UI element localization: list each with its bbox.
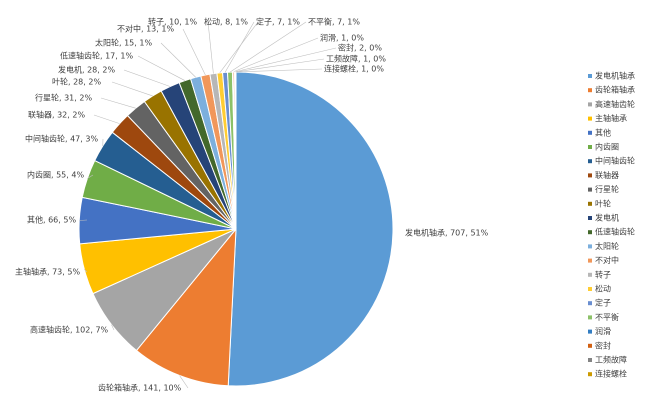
leader-line — [234, 58, 325, 73]
legend-label: 联轴器 — [595, 170, 619, 180]
legend-label: 松动 — [595, 284, 611, 294]
legend-label: 叶轮 — [595, 198, 611, 208]
legend-marker — [588, 287, 592, 291]
data-label: 工频故障, 1, 0% — [326, 54, 386, 64]
legend-label: 低速轴齿轮 — [595, 227, 635, 237]
data-label: 密封, 2, 0% — [338, 43, 382, 53]
leader-line — [123, 69, 171, 87]
leader-line — [137, 55, 186, 81]
data-label: 不平衡, 7, 1% — [308, 17, 360, 27]
legend-label: 行星轮 — [595, 184, 619, 194]
pie-slice — [234, 71, 237, 230]
leader-line — [235, 68, 323, 73]
data-label: 其他, 66, 5% — [27, 215, 76, 225]
legend-marker — [588, 315, 592, 320]
legend-marker — [588, 88, 592, 93]
legend-label: 发电机轴承 — [595, 71, 635, 81]
data-label: 连接螺栓, 1, 0% — [324, 64, 384, 74]
legend-label: 工频故障 — [595, 355, 627, 365]
legend-marker — [588, 258, 592, 263]
legend-label: 密封 — [595, 340, 611, 350]
legend-label: 定子 — [595, 298, 611, 308]
data-label: 主轴轴承, 73, 5% — [15, 267, 80, 277]
legend-marker — [588, 372, 592, 377]
legend-label: 不对中 — [595, 255, 619, 265]
leader-line — [232, 37, 319, 73]
legend-marker — [588, 74, 592, 78]
legend-label: 不平衡 — [595, 312, 619, 322]
data-label: 低速轴齿轮, 17, 1% — [60, 51, 133, 61]
leader-line — [93, 114, 120, 124]
leader-line — [111, 324, 115, 331]
legend-marker — [588, 116, 592, 121]
data-label: 太阳轮, 15, 1% — [95, 38, 152, 48]
legend-marker — [588, 244, 592, 249]
leader-line — [179, 375, 189, 389]
leader-line — [79, 219, 88, 221]
legend-marker — [588, 187, 592, 192]
legend-marker — [588, 230, 592, 235]
data-label: 定子, 7, 1% — [256, 17, 300, 27]
data-label: 松动, 8, 1% — [204, 17, 248, 27]
data-label: 转子, 10, 1% — [148, 17, 197, 27]
legend-marker — [588, 102, 592, 107]
data-label: 齿轮箱轴承, 141, 10% — [98, 383, 182, 393]
leader-line — [229, 21, 307, 73]
data-label: 发电机, 28, 2% — [58, 65, 115, 75]
legend-label: 内齿圈 — [595, 142, 619, 152]
data-label: 联轴器, 32, 2% — [28, 110, 85, 120]
leader-line — [87, 174, 94, 179]
leader-line — [233, 47, 337, 73]
leader-line — [219, 21, 259, 74]
pie-slice — [227, 71, 394, 387]
legend-marker — [588, 145, 592, 149]
legend-label: 高速轴齿轮 — [595, 99, 635, 109]
legend-label: 连接螺栓 — [595, 369, 627, 379]
leader-line — [84, 269, 88, 273]
legend-marker — [588, 301, 592, 306]
leader-line — [224, 21, 255, 73]
legend-marker — [588, 358, 592, 362]
legend-marker — [588, 159, 592, 164]
legend-label: 中间轴齿轮 — [595, 156, 635, 166]
legend-marker — [588, 216, 592, 220]
leader-line — [160, 42, 196, 78]
data-label: 润滑, 1, 0% — [320, 33, 364, 43]
data-label: 行星轮, 31, 2% — [35, 93, 92, 103]
legend-marker — [588, 272, 592, 277]
legend-label: 转子 — [595, 269, 611, 279]
legend-marker — [588, 201, 592, 206]
leader-line — [207, 21, 214, 74]
data-label: 高速轴齿轮, 102, 7% — [30, 325, 109, 335]
data-label: 不对中, 13, 1% — [117, 24, 174, 34]
legend-label: 齿轮箱轴承 — [595, 85, 635, 95]
leader-line — [100, 97, 136, 109]
legend-label: 发电机 — [595, 213, 619, 223]
legend-label: 润滑 — [595, 326, 611, 336]
data-label: 中间轴齿轮, 47, 3% — [25, 134, 98, 144]
data-label: 发电机轴承, 707, 51% — [405, 228, 489, 238]
data-label: 内齿圈, 55, 4% — [27, 170, 84, 180]
legend-label: 主轴轴承 — [595, 113, 627, 123]
leader-line — [182, 28, 206, 76]
legend-marker — [588, 343, 592, 348]
legend-marker — [588, 130, 592, 135]
legend-marker — [588, 173, 592, 178]
legend-label: 其他 — [595, 127, 611, 137]
legend-label: 太阳轮 — [595, 241, 619, 251]
leader-line — [111, 81, 153, 97]
legend-marker — [588, 329, 592, 334]
data-label: 叶轮, 28, 2% — [52, 77, 101, 87]
